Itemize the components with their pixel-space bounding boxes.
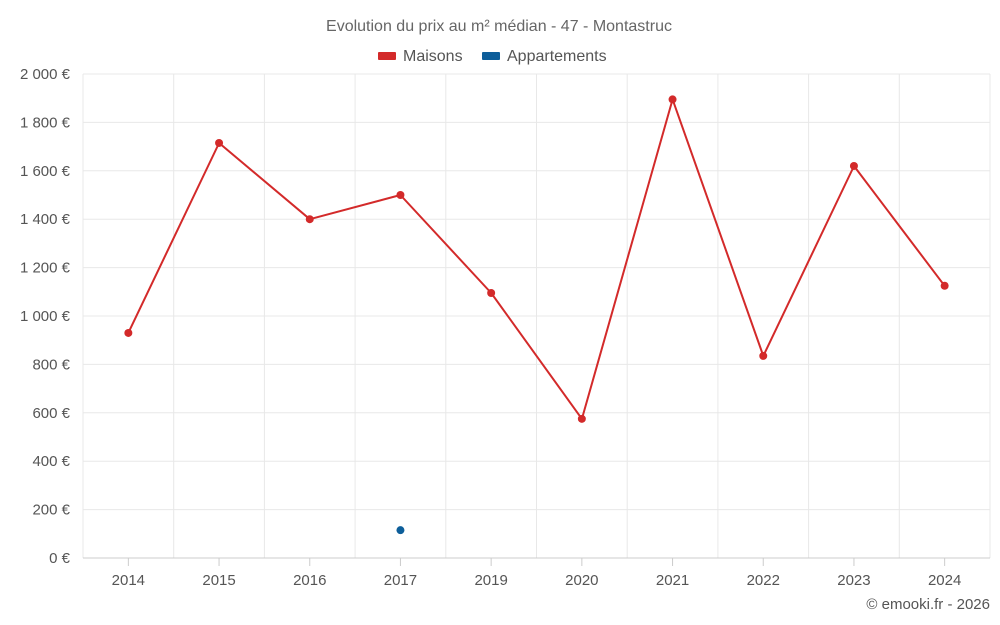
y-tick-label: 1 600 € — [20, 163, 71, 180]
legend-item-maisons[interactable]: Maisons — [378, 48, 463, 65]
y-tick-label: 800 € — [32, 356, 70, 373]
data-point-maisons[interactable] — [305, 215, 314, 224]
x-tick-label: 2020 — [565, 572, 598, 589]
x-tick-label: 2022 — [747, 572, 780, 589]
x-tick-label: 2019 — [474, 572, 507, 589]
data-point-maisons[interactable] — [215, 138, 224, 147]
y-tick-label: 1 800 € — [20, 114, 71, 131]
legend: Maisons Appartements — [378, 48, 607, 65]
x-tick-label: 2014 — [112, 572, 145, 589]
x-tick-label: 2024 — [928, 572, 961, 589]
series-line-maisons — [127, 98, 946, 420]
series — [124, 95, 949, 535]
data-point-maisons[interactable] — [849, 161, 858, 170]
x-tick-label: 2021 — [656, 572, 689, 589]
legend-label-appartements: Appartements — [507, 48, 607, 65]
y-tick-label: 0 € — [49, 550, 71, 567]
y-tick-label: 200 € — [32, 502, 70, 519]
data-point-maisons[interactable] — [577, 414, 586, 423]
data-point-maisons[interactable] — [940, 281, 949, 290]
data-point-appartements[interactable] — [396, 526, 405, 535]
y-tick-label: 600 € — [32, 405, 70, 422]
y-tick-label: 1 000 € — [20, 308, 71, 325]
y-tick-label: 400 € — [32, 453, 70, 470]
credit-text: © emooki.fr - 2026 — [866, 596, 990, 613]
legend-label-maisons: Maisons — [403, 48, 463, 65]
data-point-maisons[interactable] — [668, 95, 677, 104]
data-point-maisons[interactable] — [759, 351, 768, 360]
x-tick-label: 2016 — [293, 572, 326, 589]
grid — [82, 73, 991, 559]
x-tick-label: 2017 — [384, 572, 417, 589]
data-point-maisons[interactable] — [396, 191, 405, 199]
data-point-maisons[interactable] — [487, 289, 496, 298]
x-tick-label: 2015 — [202, 572, 235, 589]
x-tick-label: 2023 — [837, 572, 870, 589]
data-point-maisons[interactable] — [124, 328, 133, 337]
y-tick-label: 1 200 € — [20, 260, 71, 277]
legend-swatch-appartements — [482, 52, 500, 60]
legend-swatch-maisons — [378, 52, 396, 60]
y-tick-label: 2 000 € — [20, 66, 71, 83]
x-axis-ticks: 2014 2015 2016 2017 2019 2020 2021 2022 2023 2024 — [112, 558, 961, 589]
y-tick-label: 1 400 € — [20, 211, 71, 228]
y-axis-ticks: 0 € 200 € 400 € 600 € 800 € 1 000 € 1 200 € 1 4… — [20, 66, 71, 567]
chart-title: Evolution du prix au m² médian - 47 - Mo… — [326, 18, 672, 35]
legend-item-appartements[interactable]: Appartements — [482, 48, 607, 65]
